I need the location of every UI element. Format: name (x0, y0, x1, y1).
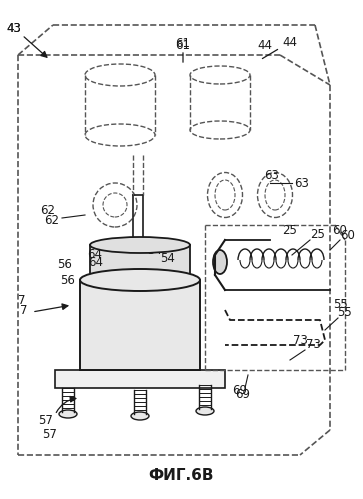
Text: 25: 25 (282, 224, 297, 237)
Text: 56: 56 (58, 258, 73, 271)
Text: 73: 73 (306, 337, 321, 350)
Text: 61: 61 (175, 36, 191, 49)
Text: 63: 63 (294, 177, 309, 190)
Text: 7: 7 (20, 303, 28, 316)
Text: 57: 57 (38, 414, 53, 427)
Text: 64: 64 (87, 249, 102, 261)
Text: 44: 44 (257, 38, 273, 51)
Text: 55: 55 (333, 298, 347, 311)
Text: 62: 62 (45, 214, 60, 227)
Text: 25: 25 (311, 228, 326, 241)
FancyBboxPatch shape (90, 245, 190, 280)
Ellipse shape (196, 407, 214, 415)
Text: 57: 57 (42, 429, 57, 442)
Text: 60: 60 (333, 224, 347, 237)
Text: 60: 60 (340, 229, 355, 242)
Text: 44: 44 (282, 35, 298, 48)
Text: 43: 43 (7, 21, 21, 34)
FancyBboxPatch shape (55, 370, 225, 388)
Text: 69: 69 (236, 388, 250, 401)
Text: 56: 56 (61, 273, 76, 286)
Text: 54: 54 (160, 251, 175, 264)
Ellipse shape (59, 410, 77, 418)
Ellipse shape (131, 412, 149, 420)
Text: 63: 63 (265, 169, 280, 182)
Text: 54: 54 (148, 244, 162, 256)
Text: 61: 61 (175, 38, 191, 51)
Text: 55: 55 (337, 306, 351, 319)
Text: 73: 73 (293, 333, 307, 346)
Text: 62: 62 (41, 204, 56, 217)
Ellipse shape (90, 237, 190, 253)
Ellipse shape (80, 269, 200, 291)
Text: 43: 43 (7, 21, 21, 34)
Text: ФИГ.6В: ФИГ.6В (148, 468, 214, 483)
Text: 69: 69 (232, 384, 248, 397)
Text: 7: 7 (18, 293, 26, 306)
Ellipse shape (213, 250, 227, 274)
FancyBboxPatch shape (80, 280, 200, 370)
Text: 64: 64 (89, 256, 103, 269)
